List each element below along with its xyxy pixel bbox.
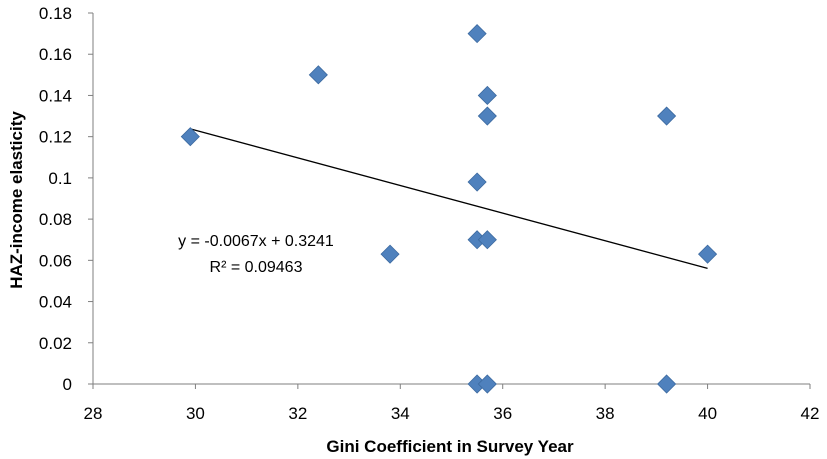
x-tick-label: 30 [186, 404, 205, 423]
x-tick-label: 36 [493, 404, 512, 423]
data-point [698, 244, 718, 264]
data-point [467, 172, 487, 192]
y-tick-label: 0.06 [39, 251, 72, 270]
data-point [308, 65, 328, 85]
y-axis-title: HAZ-income elasticity [7, 111, 26, 289]
trendline-equation: y = -0.0067x + 0.3241 [178, 233, 334, 250]
tick-labels: 0 0.02 0.04 0.06 0.08 0.1 0.12 0.14 0.16 0.18 28 30… [39, 4, 820, 423]
trendline [190, 128, 708, 269]
data-point [657, 374, 677, 394]
axes [88, 12, 811, 389]
y-tick-label: 0.14 [39, 86, 72, 105]
y-tick-label: 0.04 [39, 293, 72, 312]
y-tick-label: 0 [63, 375, 72, 394]
data-point [657, 106, 677, 126]
x-tick-label: 40 [698, 404, 717, 423]
x-axis-title: Gini Coefficient in Survey Year [326, 437, 574, 456]
data-point [477, 106, 497, 126]
data-point [477, 230, 497, 250]
x-tick-label: 34 [391, 404, 410, 423]
x-tick-label: 32 [288, 404, 307, 423]
y-tick-label: 0.02 [39, 334, 72, 353]
trendline-r-squared: R² = 0.09463 [210, 259, 303, 276]
data-points [180, 24, 718, 394]
x-tick-label: 38 [596, 404, 615, 423]
y-tick-label: 0.12 [39, 128, 72, 147]
data-point [477, 85, 497, 106]
y-tick-label: 0.1 [48, 169, 72, 188]
x-tick-label: 42 [801, 404, 820, 423]
y-tick-label: 0.18 [39, 4, 72, 23]
y-tick-label: 0.08 [39, 210, 72, 229]
data-point [380, 244, 400, 264]
y-tick-label: 0.16 [39, 45, 72, 64]
x-tick-label: 28 [84, 404, 103, 423]
data-point [477, 374, 497, 394]
data-point [467, 24, 487, 44]
data-point [180, 127, 200, 147]
